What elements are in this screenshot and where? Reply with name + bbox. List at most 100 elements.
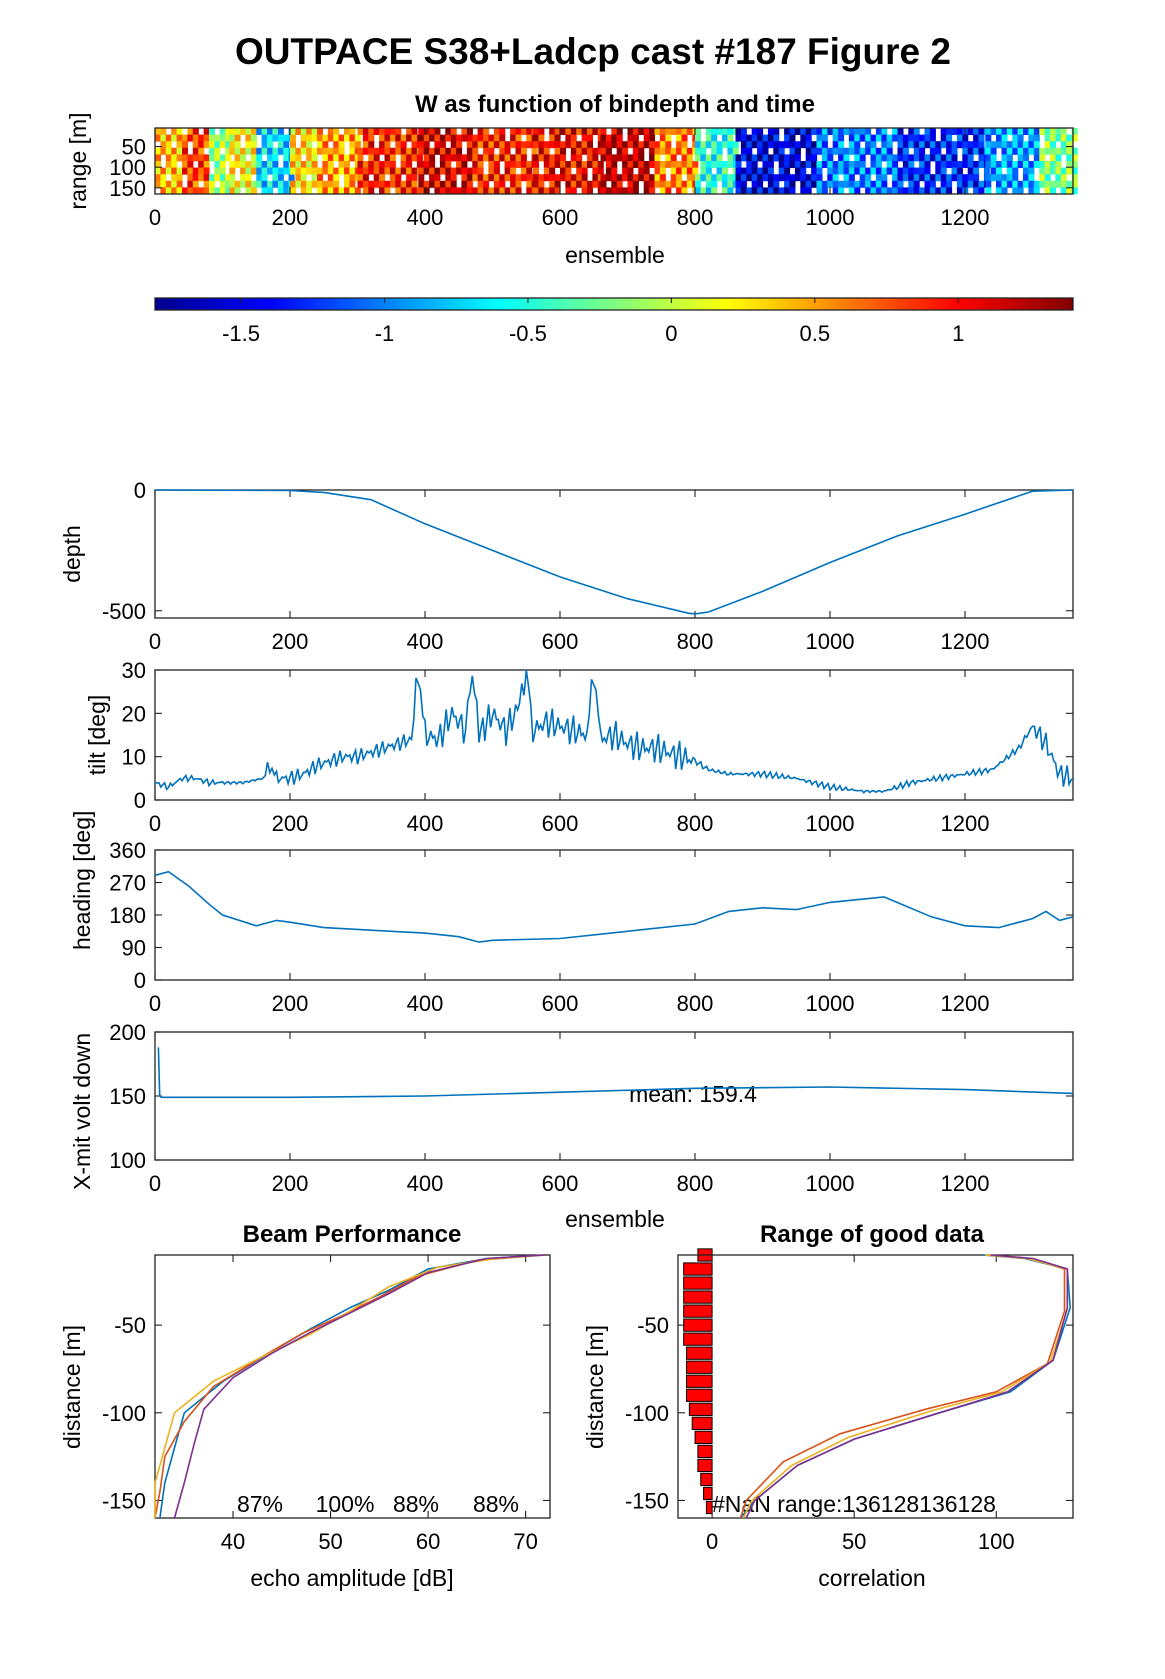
w-heatmap-cell	[311, 128, 318, 135]
w-heatmap-cell	[171, 187, 178, 195]
xmit-volt-ylabel: X-mit volt down	[69, 1033, 95, 1190]
w-heatmap-cell	[1017, 128, 1024, 135]
beam-performance-frame	[154, 1254, 551, 1519]
w-heatmap-cell	[570, 174, 577, 182]
w-heatmap-cell	[848, 174, 855, 182]
w-heatmap-cell	[821, 154, 828, 162]
w-heatmap-cell	[597, 167, 604, 175]
w-heatmap-cell	[434, 141, 441, 149]
correlation-beam-1-line	[739, 1254, 1072, 1519]
w-heatmap-cell	[171, 134, 178, 142]
nan-count-bar	[686, 1346, 713, 1360]
depth-ytick-label: 0	[134, 478, 146, 503]
w-heatmap-cell	[155, 147, 161, 155]
w-heatmap-cell	[985, 147, 992, 155]
w-heatmap-cell	[935, 141, 942, 149]
w-heatmap-cell	[333, 141, 340, 149]
w-heatmap-cell	[978, 147, 985, 155]
w-heatmap-cell	[493, 161, 500, 168]
w-heatmap-cell	[827, 180, 834, 188]
w-heatmap-cell	[160, 128, 167, 135]
w-heatmap-cell	[192, 128, 199, 135]
beam-performance-xtick-label: 70	[513, 1529, 537, 1554]
w-heatmap-cell	[499, 134, 506, 142]
w-heatmap-cell	[686, 154, 693, 162]
w-heatmap-cell	[794, 154, 801, 162]
w-heatmap-cell	[1055, 174, 1062, 182]
depth-ytick-label: -500	[102, 599, 146, 624]
w-heatmap-cell	[182, 134, 188, 142]
w-heatmap-cell	[272, 161, 279, 168]
w-heatmap-cell	[924, 161, 931, 168]
w-heatmap-cell	[962, 180, 969, 188]
w-heatmap-cell	[897, 147, 904, 155]
w-heatmap-cell	[234, 128, 241, 135]
w-heatmap-cell	[549, 128, 556, 135]
w-heatmap-cell	[461, 161, 468, 168]
w-heatmap-cell	[344, 180, 350, 188]
w-heatmap-cell	[716, 141, 723, 149]
w-heatmap-cell	[192, 167, 199, 175]
w-heatmap-cell	[192, 141, 199, 149]
w-heatmap-cell	[789, 141, 796, 149]
w-heatmap-cell	[865, 141, 872, 149]
w-heatmap-cell	[622, 141, 629, 149]
w-heatmap-cell	[854, 167, 861, 175]
w-heatmap-cell	[935, 161, 942, 168]
w-heatmap-cell	[751, 174, 758, 182]
w-heatmap-cell	[198, 174, 205, 182]
w-heatmap-cell	[389, 180, 396, 188]
w-heatmap-cell	[483, 141, 490, 149]
w-heatmap-cell	[450, 141, 457, 149]
w-heatmap-cell	[466, 134, 473, 142]
w-heatmap-cell	[773, 174, 780, 182]
w-heatmap-cell	[290, 147, 296, 155]
w-heatmap-cell	[344, 161, 350, 168]
w-heatmap-cell	[902, 167, 909, 175]
w-heatmap-cell	[379, 128, 386, 135]
w-heatmap-cell	[214, 187, 221, 195]
w-heatmap-cell	[165, 134, 172, 142]
w-heatmap-cell	[902, 141, 909, 149]
w-heatmap-cell	[300, 174, 307, 182]
w-heatmap-cell	[1066, 147, 1073, 155]
w-heatmap-cell	[978, 161, 985, 168]
w-heatmap-cell	[576, 141, 583, 149]
beam-performance-ylabel: distance [m]	[59, 1325, 85, 1449]
w-heatmap-cell	[311, 174, 318, 182]
w-heatmap-cell	[746, 134, 753, 142]
w-heatmap-cell	[1060, 141, 1067, 149]
w-heatmap-cell	[881, 147, 888, 155]
w-heatmap-cell	[322, 147, 329, 155]
w-heatmap-cell	[277, 174, 284, 182]
w-heatmap-cell	[171, 154, 178, 162]
heading-xtick-label: 200	[272, 991, 309, 1016]
w-heatmap-cell	[870, 147, 877, 155]
w-heatmap-cell	[418, 141, 425, 149]
w-heatmap-cell	[493, 134, 500, 142]
w-heatmap-cell	[600, 134, 607, 142]
w-heatmap-cell	[875, 180, 882, 188]
w-heatmap-cell	[267, 147, 274, 155]
tilt-xtick-label: 1200	[941, 811, 990, 836]
w-heatmap-cell	[570, 180, 577, 188]
w-heatmap-cell	[778, 141, 785, 149]
w-heatmap-cell	[1039, 128, 1046, 135]
w-heatmap-cell	[665, 187, 672, 195]
w-heatmap-cell	[450, 187, 457, 195]
w-heatmap-cell	[225, 154, 232, 162]
w-heatmap-cell	[165, 147, 172, 155]
w-heatmap-cell	[317, 187, 323, 195]
w-heatmap-cell	[978, 134, 985, 142]
w-heatmap-cell	[1017, 154, 1024, 162]
w-heatmap-cell	[1012, 161, 1019, 168]
w-heatmap-cell	[209, 180, 215, 188]
w-heatmap-cell	[256, 154, 263, 162]
w-heatmap-cell	[373, 154, 380, 162]
w-heatmap-cell	[418, 134, 425, 142]
w-heatmap-cell	[395, 187, 402, 195]
w-heatmap-cell	[1006, 174, 1013, 182]
w-heatmap-cell	[395, 174, 402, 182]
w-heatmap-cell	[705, 154, 712, 162]
